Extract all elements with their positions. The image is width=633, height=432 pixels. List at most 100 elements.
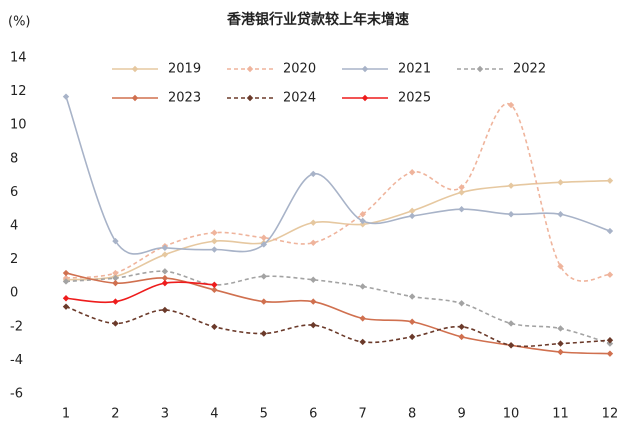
data-point bbox=[359, 217, 366, 225]
x-tick-label: 4 bbox=[210, 407, 218, 422]
data-point bbox=[359, 338, 366, 346]
legend-label: 2023 bbox=[168, 91, 201, 106]
data-point bbox=[161, 244, 169, 252]
x-tick-label: 6 bbox=[309, 407, 317, 422]
data-point bbox=[606, 340, 614, 347]
x-tick-label: 7 bbox=[359, 407, 367, 422]
x-tick-label: 2 bbox=[111, 407, 119, 422]
y-tick-label: 14 bbox=[10, 51, 27, 66]
y-tick-label: 4 bbox=[10, 219, 18, 234]
data-point bbox=[161, 279, 169, 287]
data-point bbox=[359, 221, 366, 228]
legend-marker bbox=[361, 65, 369, 73]
series-line bbox=[65, 179, 610, 281]
data-point bbox=[310, 276, 317, 283]
data-point bbox=[458, 189, 465, 196]
legend-label: 2020 bbox=[283, 62, 316, 77]
data-point bbox=[260, 298, 267, 305]
data-point bbox=[62, 303, 70, 310]
y-tick-label: 10 bbox=[10, 118, 27, 133]
data-point bbox=[458, 300, 465, 307]
data-point bbox=[161, 268, 169, 275]
x-tick-label: 5 bbox=[260, 407, 268, 422]
data-point bbox=[112, 237, 119, 245]
data-point bbox=[458, 206, 465, 213]
data-point bbox=[211, 281, 218, 288]
data-point bbox=[408, 212, 416, 220]
data-point bbox=[62, 274, 70, 282]
x-tick-label: 3 bbox=[161, 407, 169, 422]
legend-label: 2019 bbox=[168, 62, 201, 77]
data-point bbox=[211, 229, 218, 236]
data-point bbox=[507, 342, 515, 349]
data-point bbox=[557, 263, 564, 270]
legend-marker bbox=[361, 94, 369, 102]
data-point bbox=[260, 234, 267, 241]
data-point bbox=[507, 101, 515, 109]
data-point bbox=[310, 170, 317, 178]
data-point bbox=[310, 219, 317, 226]
legend-label: 2022 bbox=[513, 62, 546, 77]
series-line bbox=[65, 96, 611, 255]
chart-title: 香港银行业贷款较上年末增速 bbox=[226, 11, 409, 28]
y-tick-label: -4 bbox=[10, 353, 23, 368]
data-point bbox=[62, 295, 70, 302]
data-point bbox=[310, 321, 317, 329]
legend-label: 2025 bbox=[398, 91, 431, 106]
y-tick-label: 6 bbox=[10, 185, 18, 200]
y-tick-label: -2 bbox=[10, 319, 23, 334]
data-point bbox=[408, 318, 416, 325]
legend-marker bbox=[476, 65, 484, 73]
data-point bbox=[112, 269, 119, 277]
data-point bbox=[606, 337, 614, 344]
x-tick-label: 8 bbox=[408, 407, 416, 422]
y-tick-label: -6 bbox=[10, 387, 23, 402]
x-tick-label: 1 bbox=[62, 407, 70, 422]
data-point bbox=[211, 286, 218, 294]
series-line bbox=[65, 305, 611, 348]
data-point bbox=[211, 246, 218, 253]
data-point bbox=[507, 182, 515, 189]
data-point bbox=[557, 340, 564, 347]
legend-marker bbox=[246, 94, 254, 102]
data-point bbox=[606, 227, 614, 235]
data-point bbox=[260, 273, 267, 280]
data-point bbox=[260, 241, 267, 248]
data-point bbox=[62, 269, 70, 277]
series-line bbox=[65, 281, 215, 304]
legend-marker bbox=[131, 65, 139, 73]
data-point bbox=[557, 348, 564, 356]
data-point bbox=[408, 333, 416, 341]
data-point bbox=[408, 169, 416, 176]
data-point bbox=[359, 211, 366, 218]
data-point bbox=[557, 325, 564, 332]
data-point bbox=[458, 323, 465, 330]
legend-marker bbox=[131, 94, 139, 102]
data-point bbox=[359, 283, 366, 290]
data-point bbox=[557, 211, 564, 218]
x-tick-label: 9 bbox=[457, 407, 465, 422]
y-tick-label: 8 bbox=[10, 151, 18, 166]
data-point bbox=[606, 350, 614, 357]
y-tick-label: 2 bbox=[10, 252, 18, 267]
series-line bbox=[65, 272, 610, 355]
series-line bbox=[65, 270, 611, 345]
data-point bbox=[557, 179, 564, 186]
x-tick-label: 10 bbox=[503, 407, 520, 422]
data-point bbox=[606, 271, 614, 278]
data-point bbox=[260, 330, 267, 337]
data-point bbox=[211, 237, 218, 245]
data-point bbox=[310, 298, 317, 305]
data-point bbox=[359, 315, 366, 322]
data-point bbox=[112, 298, 119, 305]
data-point bbox=[507, 320, 515, 327]
data-point bbox=[408, 207, 416, 215]
data-point bbox=[310, 239, 317, 246]
data-point bbox=[606, 177, 614, 184]
data-point bbox=[507, 211, 515, 218]
x-tick-label: 12 bbox=[602, 407, 619, 422]
legend-marker bbox=[246, 65, 254, 73]
data-point bbox=[112, 279, 119, 287]
data-point bbox=[161, 251, 169, 258]
